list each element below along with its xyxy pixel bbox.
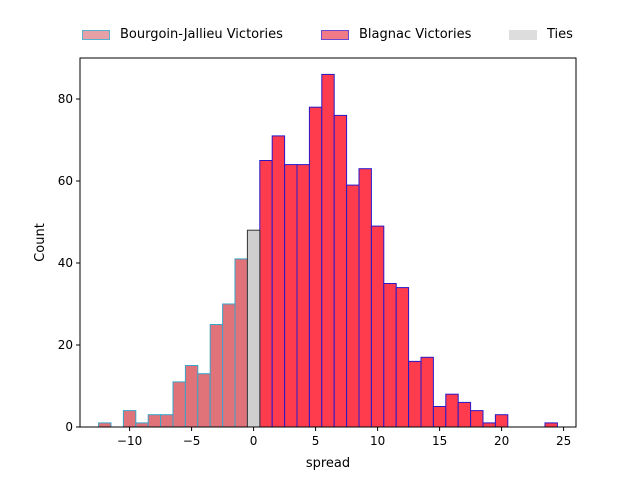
x-tick-label-6: 20 [494, 434, 509, 448]
bar-1-0 [259, 160, 273, 428]
bars-group [98, 73, 558, 428]
legend-swatch-bourgoin [82, 29, 110, 40]
y-tick-label-2: 40 [58, 256, 73, 270]
legend-swatch-ties [509, 29, 537, 40]
bar-1-8 [358, 168, 372, 428]
plot-frame [79, 57, 577, 428]
bar-0-2 [122, 410, 137, 428]
bar-1-7 [346, 184, 360, 428]
bar-0-6 [172, 381, 186, 428]
chart-legend: Bourgoin-Jallieu Victories Blagnac Victo… [0, 27, 640, 49]
bar-0-3 [135, 422, 149, 428]
bar-1-14 [432, 406, 447, 428]
y-tick-label-0: 0 [65, 420, 73, 434]
bar-1-4 [308, 106, 323, 428]
x-tick-label-0: −10 [117, 434, 142, 448]
y-tick-label-3: 60 [58, 174, 73, 188]
bar-1-5 [321, 73, 335, 428]
bar-0-7 [184, 365, 199, 428]
y-tick-label-1: 20 [58, 338, 73, 352]
x-tick-label-7: 25 [556, 434, 571, 448]
bar-0-5 [160, 414, 174, 428]
bar-1-3 [296, 164, 310, 428]
bar-1-18 [482, 422, 496, 428]
bar-1-2 [284, 164, 298, 428]
bar-1-19 [494, 414, 509, 428]
x-axis-label: spread [306, 456, 350, 471]
legend-label-blagnac: Blagnac Victories [359, 27, 472, 42]
bar-1-6 [333, 114, 348, 428]
legend-label-bourgoin: Bourgoin-Jallieu Victories [120, 27, 283, 42]
bar-0-0 [98, 422, 112, 428]
bar-1-16 [457, 401, 472, 428]
bar-0-4 [147, 414, 162, 428]
bar-0-10 [222, 303, 236, 428]
legend-swatch-blagnac [321, 29, 349, 40]
y-axis-label: Count [33, 223, 48, 262]
legend-item-blagnac: Blagnac Victories [321, 27, 471, 42]
axes-group: −10 −5 0 5 10 15 20 25 0 20 40 60 80 spread Count [33, 57, 577, 471]
legend-item-bourgoin: Bourgoin-Jallieu Victories [82, 27, 283, 42]
y-tick-label-4: 80 [58, 92, 73, 106]
bar-2-0 [246, 229, 261, 428]
bar-1-1 [271, 135, 286, 428]
bar-1-9 [370, 225, 385, 428]
bar-1-17 [470, 410, 484, 428]
bar-1-11 [395, 287, 410, 428]
bar-0-8 [197, 373, 211, 428]
x-tick-label-5: 15 [432, 434, 447, 448]
bar-1-13 [420, 356, 434, 428]
bar-0-9 [209, 324, 224, 428]
x-tick-label-4: 10 [370, 434, 385, 448]
x-tick-label-2: 0 [250, 434, 258, 448]
bar-1-10 [383, 283, 397, 428]
legend-label-ties: Ties [547, 27, 573, 42]
x-tick-label-1: −5 [183, 434, 201, 448]
bar-1-23 [544, 422, 558, 428]
x-tick-label-3: 5 [312, 434, 320, 448]
bar-0-11 [234, 258, 248, 428]
legend-item-ties: Ties [509, 27, 573, 42]
bar-1-12 [408, 360, 422, 428]
bar-1-15 [445, 393, 459, 428]
